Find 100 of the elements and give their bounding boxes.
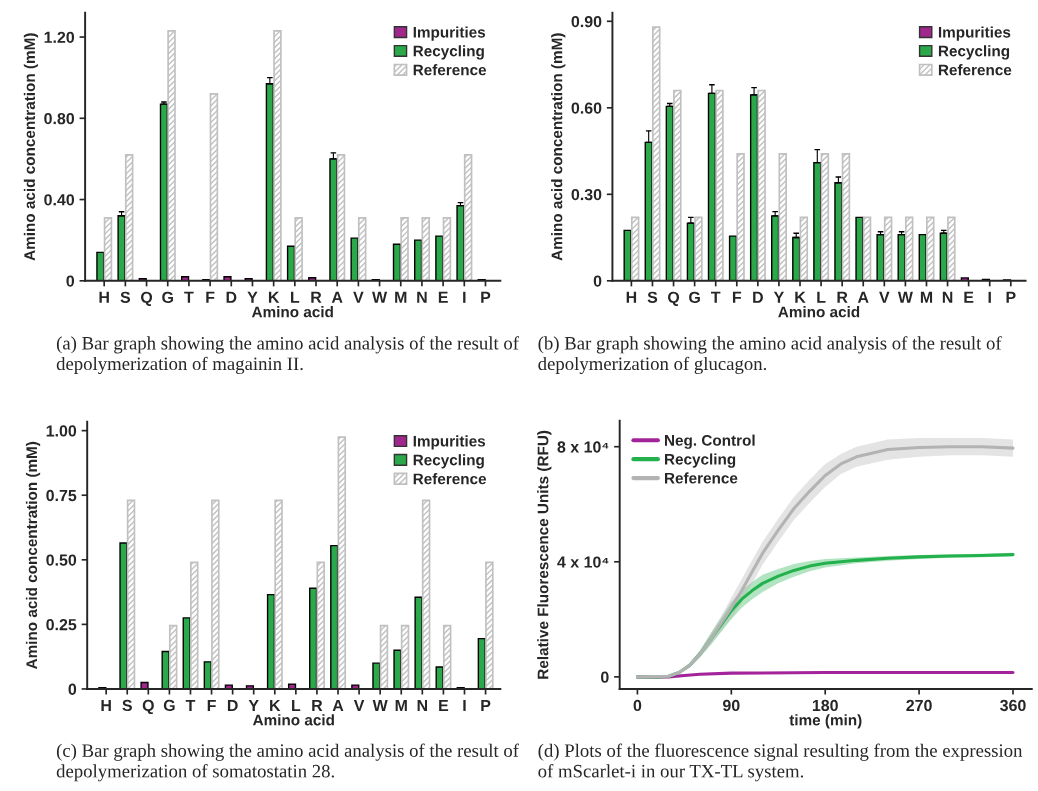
x-tick-label: K xyxy=(268,291,280,303)
x-tick-label: W xyxy=(372,699,388,711)
y-tick-label: 0.75 xyxy=(46,489,77,502)
y-tick-label: 0.50 xyxy=(46,554,77,566)
x-tick-label: V xyxy=(353,291,364,303)
x-tick-label: A xyxy=(331,291,343,303)
x-tick-label: T xyxy=(184,291,194,303)
x-tick-label: P xyxy=(1006,291,1016,303)
legend-label: Reference xyxy=(938,64,1012,76)
y-tick-label: 0.25 xyxy=(46,619,77,631)
y-tick-label: 0.80 xyxy=(44,112,75,125)
x-tick-label: W xyxy=(897,291,913,303)
y-axis-title: Relative Fluorescence Units (RFU) xyxy=(537,430,552,679)
y-tick-label: 4 x 10⁴ xyxy=(557,556,609,568)
legend-label: Recycling xyxy=(665,453,736,468)
x-tick-label: D xyxy=(227,699,238,711)
y-tick-label: 0 xyxy=(593,275,602,287)
y-tick-label: 0.60 xyxy=(571,102,602,114)
x-tick-label: Q xyxy=(140,291,153,306)
x-axis-title: time (min) xyxy=(789,714,862,729)
x-tick-label: D xyxy=(753,291,763,303)
x-tick-label: S xyxy=(122,699,132,712)
text: (b) Bar graph showing the amino acid analysis of the result of depolymerization of glucagon. xyxy=(538,336,1002,374)
y-tick-label: 0.40 xyxy=(44,194,75,206)
x-tick-label: 0 xyxy=(633,699,642,712)
x-tick-label: I xyxy=(463,291,466,303)
x-axis-title: Amino acid xyxy=(251,306,333,318)
x-tick-label: A xyxy=(332,699,344,711)
y-tick-label: 0 xyxy=(68,683,77,695)
x-tick-label: L xyxy=(291,291,300,303)
x-tick-label: M xyxy=(395,291,407,303)
x-tick-label: N xyxy=(417,699,428,711)
x-tick-label: H xyxy=(626,291,637,303)
x-tick-label: T xyxy=(711,291,721,303)
x-tick-label: K xyxy=(795,291,806,303)
x-tick-label: L xyxy=(817,291,826,303)
legend-label: Recycling xyxy=(413,454,484,469)
y-tick-label: 0 xyxy=(601,671,609,683)
x-tick-label: Y xyxy=(247,291,258,303)
x-tick-label: N xyxy=(417,291,427,303)
x-axis-title: Amino acid xyxy=(252,714,334,726)
text: (d) Plots of the fluorescence signal resulting from the expression of mScarlet-i in our TX-TL system. xyxy=(538,743,1023,782)
x-tick-label: A xyxy=(857,291,869,303)
y-tick-label: 0.30 xyxy=(571,188,602,201)
y-tick-label: 1.20 xyxy=(44,31,75,43)
x-tick-label: E xyxy=(439,699,449,711)
legend-label: Impurities xyxy=(413,435,486,450)
x-tick-label: V xyxy=(879,291,890,303)
legend-label: Neg. Control xyxy=(665,434,755,449)
x-tick-label: K xyxy=(270,699,281,711)
x-tick-label: S xyxy=(647,291,658,303)
y-tick-label: 8 x 10⁴ xyxy=(557,441,609,453)
x-tick-label: E xyxy=(964,291,974,303)
y-axis-title: Amino acid concentration (mM) xyxy=(25,441,41,670)
x-tick-label: V xyxy=(353,699,365,711)
x-tick-label: F xyxy=(206,291,215,303)
x-tick-label: G xyxy=(163,699,175,712)
x-tick-label: 90 xyxy=(722,699,740,712)
x-tick-label: M xyxy=(395,699,407,711)
y-tick-label: 0.90 xyxy=(571,15,602,28)
legend-label: Reference xyxy=(413,473,487,485)
x-tick-label: Y xyxy=(773,291,784,303)
x-tick-label: I xyxy=(463,699,466,711)
x-tick-label: Q xyxy=(667,291,680,306)
x-tick-label: D xyxy=(226,291,237,303)
y-axis-title: Amino acid concentration (mM) xyxy=(23,33,39,261)
x-axis-title: Amino acid xyxy=(778,306,860,318)
x-tick-label: T xyxy=(185,699,196,711)
x-tick-label: F xyxy=(207,699,216,711)
legend-label: Recycling xyxy=(938,45,1010,60)
text: (c) Bar graph showing the amino acid analysis of the result of depolymerization of somatostatin 28. xyxy=(56,743,519,782)
x-tick-label: P xyxy=(481,699,491,711)
legend-label: Reference xyxy=(413,64,487,76)
x-tick-label: G xyxy=(689,291,700,303)
legend-label: Impurities xyxy=(413,26,486,41)
x-tick-label: F xyxy=(732,291,742,303)
x-tick-label: P xyxy=(481,291,491,303)
x-tick-label: I xyxy=(988,291,991,303)
x-tick-label: N xyxy=(942,291,953,303)
y-tick-label: 0 xyxy=(66,275,75,287)
x-tick-label: W xyxy=(372,291,388,303)
x-tick-label: Y xyxy=(248,699,259,711)
x-tick-label: S xyxy=(120,291,131,303)
x-tick-label: H xyxy=(101,699,111,711)
x-tick-label: 180 xyxy=(812,699,838,712)
x-tick-label: E xyxy=(438,291,448,303)
x-tick-label: R xyxy=(312,699,323,711)
x-tick-label: G xyxy=(162,291,173,303)
y-axis-title: Amino acid concentration (mM) xyxy=(551,33,566,261)
x-tick-label: Q xyxy=(142,699,154,715)
x-tick-label: R xyxy=(311,291,322,303)
x-tick-label: L xyxy=(292,699,301,711)
legend-label: Reference xyxy=(665,472,738,484)
x-tick-label: R xyxy=(837,291,848,303)
legend-label: Impurities xyxy=(938,26,1011,41)
y-tick-label: 1.00 xyxy=(46,425,77,437)
x-tick-label: H xyxy=(99,291,109,303)
x-tick-label: M xyxy=(920,291,933,303)
text: (a) Bar graph showing the amino acid analysis of the result of depolymerization of magainin II. xyxy=(56,336,519,374)
x-tick-label: 270 xyxy=(906,699,932,712)
